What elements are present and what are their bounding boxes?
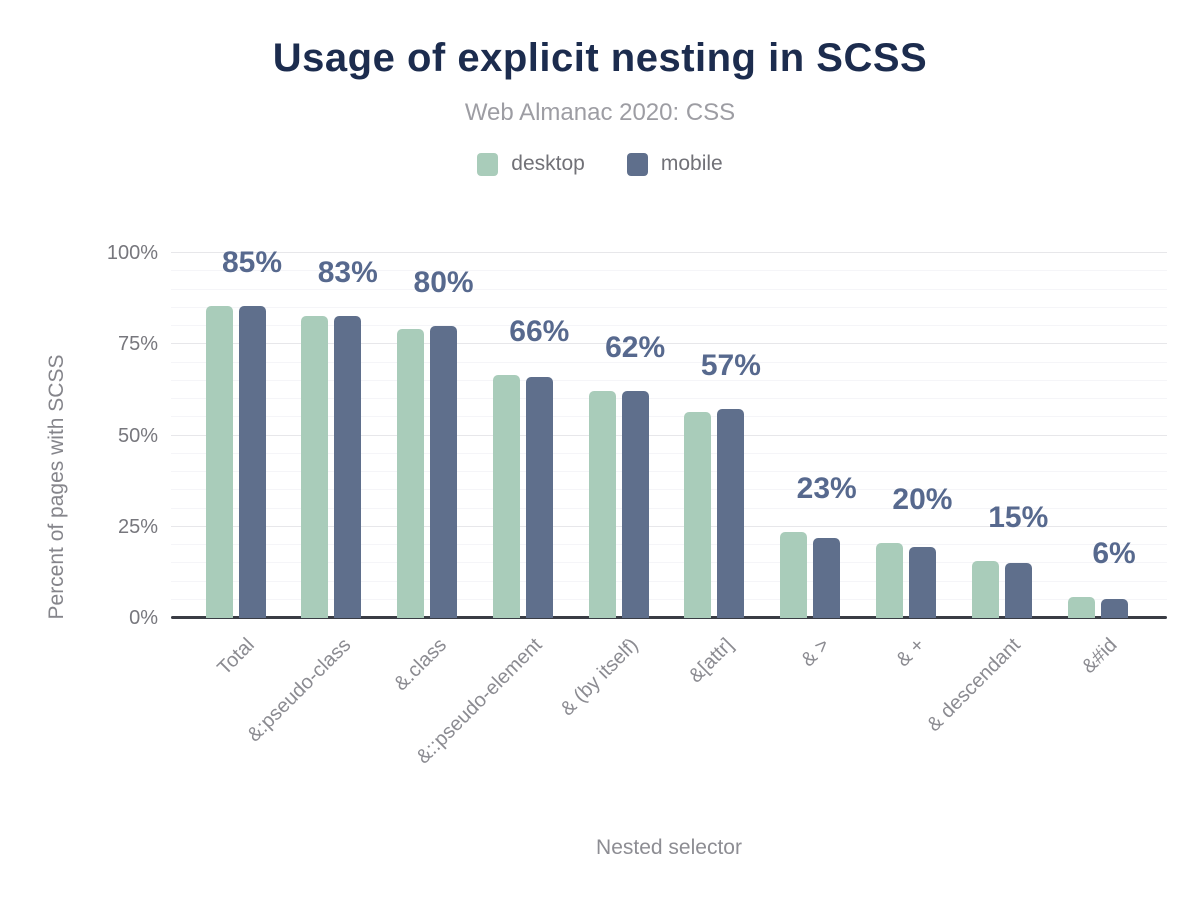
minor-gridline [171, 507, 1167, 509]
major-gridline [171, 525, 1167, 527]
legend-swatch-mobile [626, 152, 648, 176]
value-label: 62% [605, 330, 666, 364]
mobile-bar[interactable] [621, 390, 649, 618]
legend-item-mobile[interactable]: mobile [626, 152, 723, 176]
minor-gridline [171, 398, 1167, 399]
value-label: 20% [892, 482, 953, 516]
minor-gridline [171, 288, 1167, 290]
minor-gridline [171, 598, 1167, 600]
value-label: 6% [1092, 536, 1136, 570]
minor-gridline [171, 544, 1167, 545]
bar-group [205, 306, 266, 618]
mobile-bar[interactable] [908, 547, 936, 618]
bar-group [492, 375, 553, 618]
bar-group [875, 542, 936, 618]
y-tick-label: 0% [129, 607, 158, 629]
legend: desktop mobile [0, 152, 1200, 176]
legend-swatch-desktop [477, 152, 499, 176]
major-gridline [171, 434, 1167, 436]
minor-gridline [171, 452, 1167, 454]
minor-gridline [171, 306, 1167, 308]
desktop-bar[interactable] [875, 542, 903, 618]
x-tick-label: Total [213, 634, 260, 680]
x-tick-label: &[attr] [684, 634, 738, 688]
bar-group [971, 561, 1032, 618]
minor-gridline [171, 562, 1167, 564]
minor-gridline [171, 270, 1167, 272]
x-tick-label: &:pseudo-class [242, 634, 355, 747]
minor-gridline [171, 489, 1167, 491]
x-tick-label: &.class [389, 634, 451, 696]
bar-group [684, 409, 745, 618]
bar-group [780, 531, 841, 618]
minor-gridline [171, 361, 1167, 363]
desktop-bar[interactable] [780, 531, 808, 618]
chart-title: Usage of explicit nesting in SCSS [272, 36, 928, 80]
bar-group [301, 315, 362, 618]
mobile-bar[interactable] [717, 409, 745, 618]
value-label: 83% [317, 255, 378, 289]
bar-group [588, 390, 649, 618]
value-label: 85% [221, 246, 283, 280]
value-label: 23% [796, 471, 857, 505]
plot-area: 0% 25% 50% 75% 100% 85% Total 83% &:pseudo-class… [107, 242, 1167, 768]
minor-gridline [171, 379, 1167, 381]
value-label: 15% [988, 501, 1049, 535]
desktop-bar[interactable] [492, 375, 520, 618]
x-tick-label: & + [892, 634, 930, 672]
x-tick-label: &#id [1077, 634, 1122, 678]
desktop-bar[interactable] [397, 328, 425, 618]
mobile-bar[interactable] [238, 306, 266, 618]
minor-gridline [171, 325, 1167, 326]
mobile-bar[interactable] [334, 315, 362, 618]
x-axis-title: Nested selector [596, 836, 742, 859]
major-gridline [171, 343, 1167, 345]
desktop-bar[interactable] [301, 316, 329, 618]
mobile-bar[interactable] [525, 377, 553, 618]
x-tick-label: & > [796, 634, 834, 672]
y-axis-title: Percent of pages with SCSS [45, 354, 68, 620]
bar-group [1067, 596, 1128, 618]
minor-gridline [171, 416, 1167, 418]
desktop-bar[interactable] [588, 390, 616, 618]
value-label: 80% [413, 265, 474, 299]
chart-subtitle: Web Almanac 2020: CSS [464, 99, 736, 126]
y-tick-label: 50% [117, 424, 158, 447]
legend-label: desktop [511, 152, 585, 175]
x-axis-line [171, 616, 1167, 619]
y-tick-label: 75% [117, 333, 158, 356]
mobile-bar[interactable] [813, 537, 841, 618]
y-tick-label: 100% [106, 242, 158, 264]
mobile-bar[interactable] [430, 325, 458, 618]
y-tick-label: 25% [117, 515, 158, 538]
value-label: 57% [700, 349, 761, 383]
desktop-bar[interactable] [205, 306, 233, 618]
mobile-bar[interactable] [1004, 563, 1032, 618]
legend-label: mobile [660, 152, 723, 175]
value-label: 66% [509, 315, 570, 349]
minor-gridline [171, 471, 1167, 472]
mobile-bar[interactable] [1100, 599, 1128, 618]
major-gridline [171, 252, 1167, 253]
desktop-bar[interactable] [971, 561, 999, 618]
desktop-bar[interactable] [684, 411, 712, 618]
x-tick-label: & (by itself) [555, 634, 643, 721]
desktop-bar[interactable] [1067, 596, 1095, 618]
legend-item-desktop[interactable]: desktop [477, 152, 585, 176]
minor-gridline [171, 580, 1167, 582]
x-tick-label: & descendant [923, 634, 1026, 737]
bar-group [397, 325, 458, 618]
